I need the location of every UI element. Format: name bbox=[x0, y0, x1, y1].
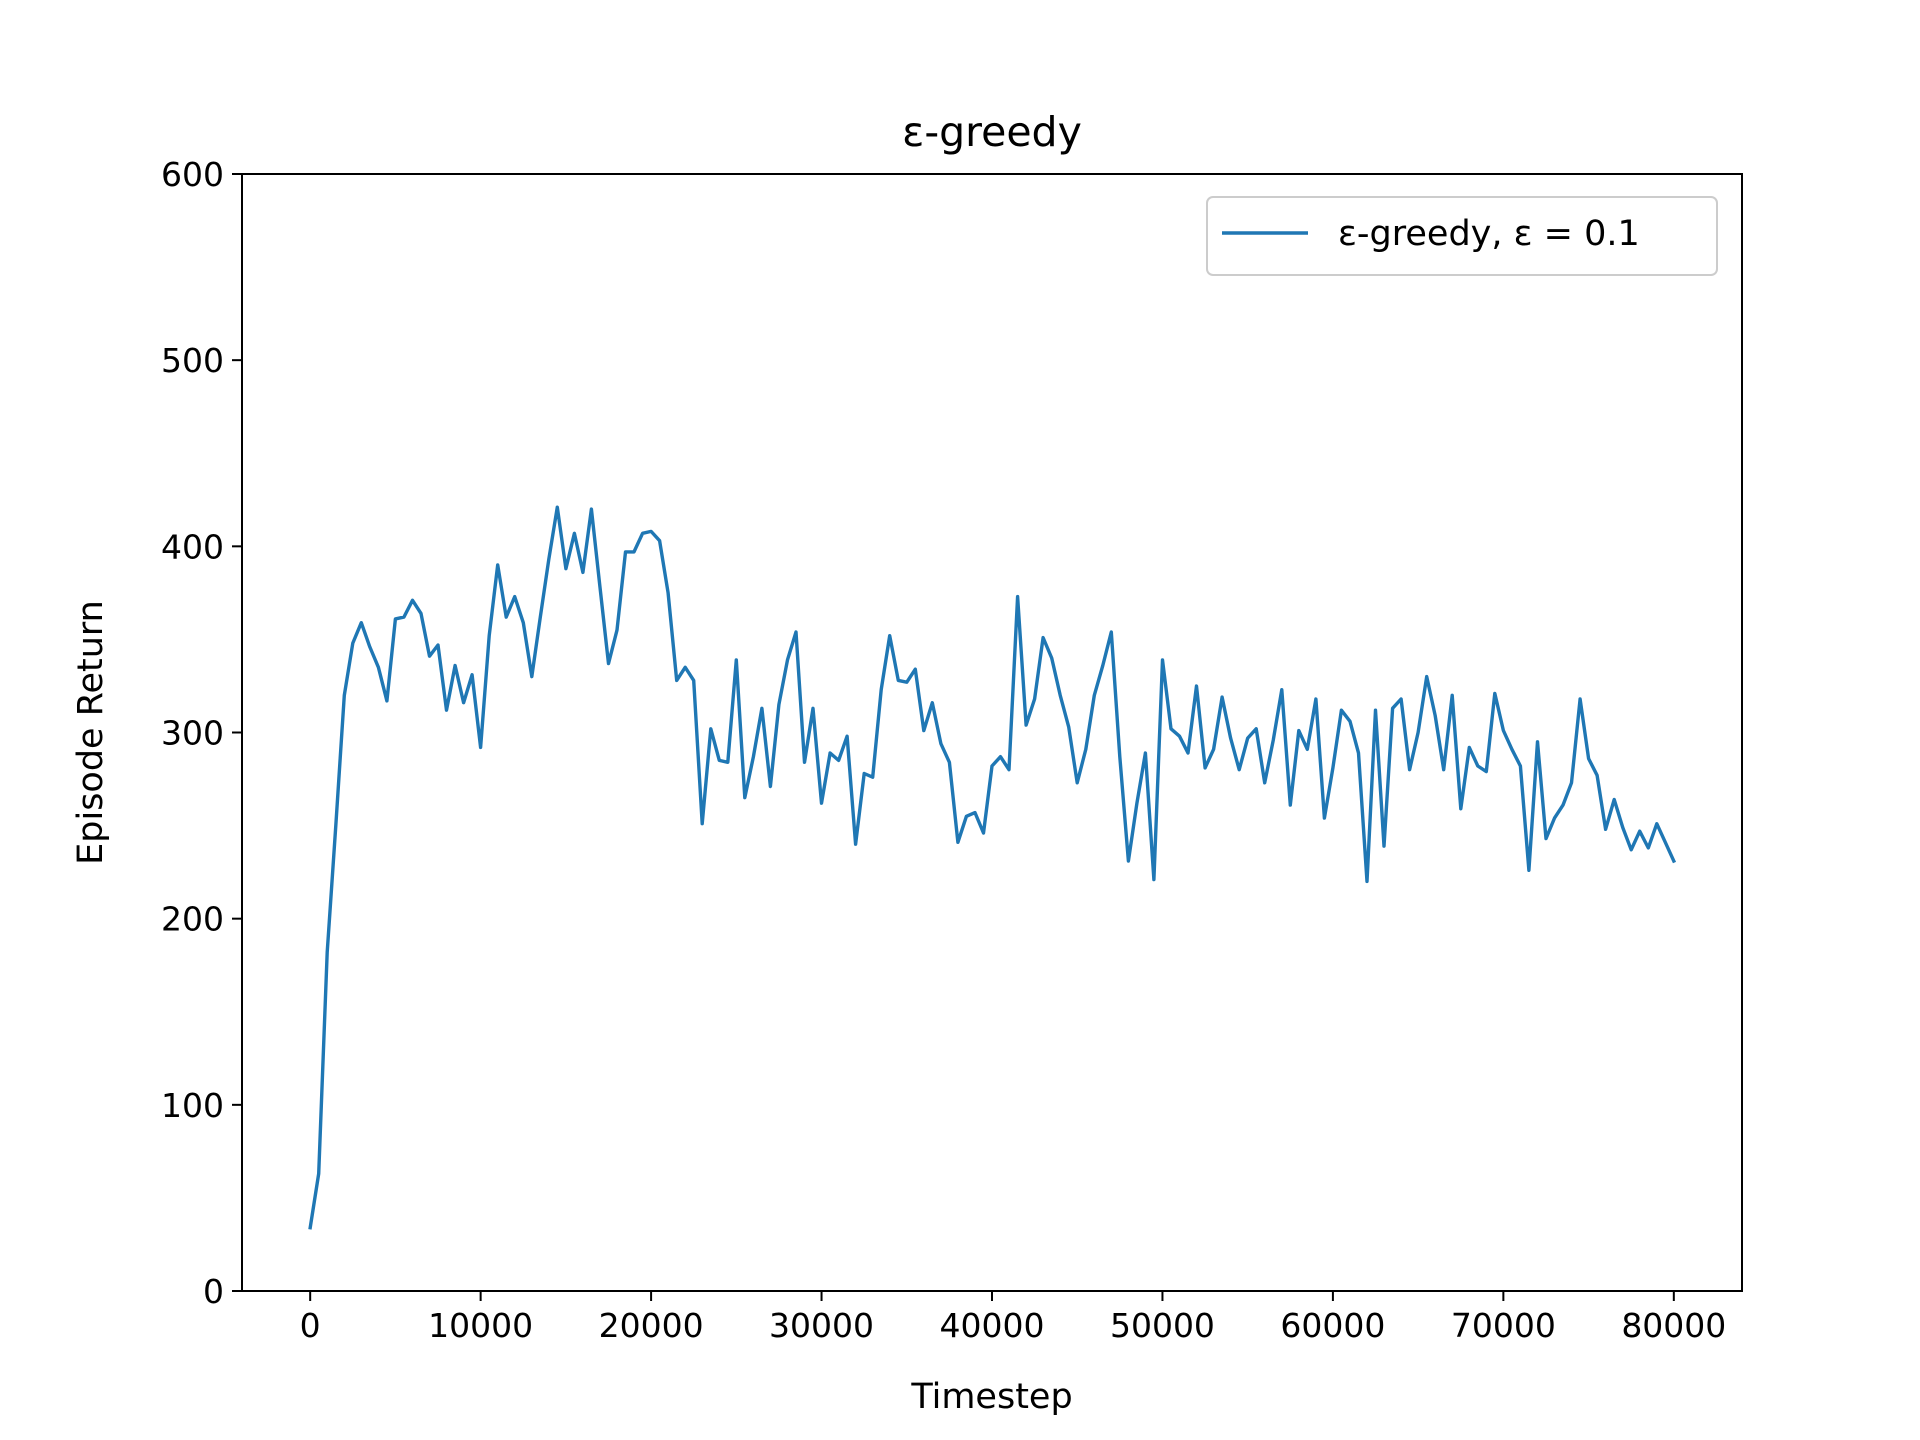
x-axis-label: Timestep bbox=[910, 1377, 1072, 1417]
x-axis: 0 10000 20000 30000 40000 50000 60000 70000 8000… bbox=[300, 1291, 1726, 1345]
y-tick-label: 0 bbox=[203, 1272, 224, 1311]
y-tick-label: 400 bbox=[161, 527, 224, 566]
x-tick-label: 50000 bbox=[1110, 1306, 1215, 1345]
x-tick-label: 0 bbox=[300, 1306, 321, 1345]
legend-box bbox=[1206, 196, 1718, 276]
x-tick-label: 40000 bbox=[940, 1306, 1045, 1345]
x-tick-label: 30000 bbox=[769, 1306, 874, 1345]
series-line bbox=[308, 505, 1677, 1230]
y-tick-label: 200 bbox=[161, 900, 224, 939]
x-tick-label: 10000 bbox=[428, 1306, 533, 1345]
legend: ε-greedy, ε = 0.1 bbox=[1206, 196, 1718, 276]
legend-label: ε-greedy, ε = 0.1 bbox=[1338, 214, 1640, 254]
x-tick-label: 80000 bbox=[1621, 1306, 1726, 1345]
y-tick-label: 600 bbox=[161, 155, 224, 194]
x-tick-label: 70000 bbox=[1451, 1306, 1556, 1345]
y-tick-label: 100 bbox=[161, 1086, 224, 1125]
y-tick-label: 500 bbox=[161, 341, 224, 380]
y-axis-label: Episode Return bbox=[71, 600, 111, 865]
x-tick-label: 60000 bbox=[1280, 1306, 1385, 1345]
y-tick-label: 300 bbox=[161, 714, 224, 753]
x-tick-label: 20000 bbox=[599, 1306, 704, 1345]
chart-title: ε-greedy bbox=[902, 108, 1082, 156]
y-axis: 0 100 200 300 400 500 600 bbox=[161, 155, 242, 1311]
